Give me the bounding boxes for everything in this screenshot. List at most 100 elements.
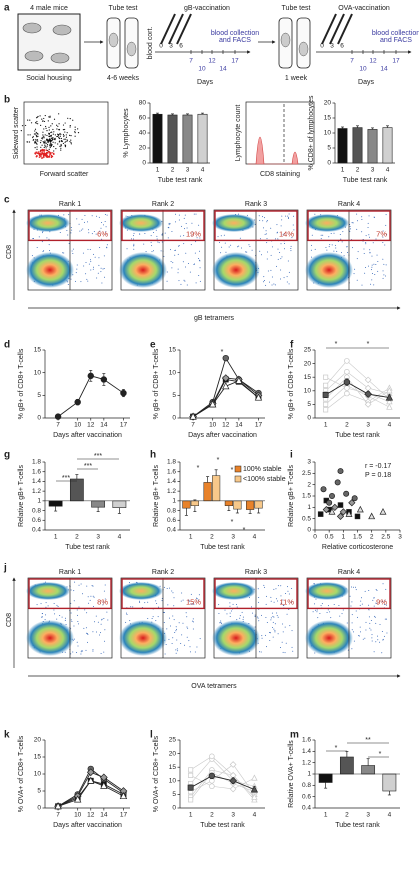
event (163, 612, 165, 614)
event (56, 124, 58, 126)
event (181, 592, 183, 594)
marker (364, 401, 372, 408)
event (52, 152, 55, 155)
event (382, 242, 384, 244)
event (49, 250, 51, 252)
marker (364, 384, 372, 392)
event (376, 635, 378, 637)
event (290, 245, 292, 247)
event (104, 584, 106, 586)
annotation: P = 0.18 (365, 472, 391, 479)
y-tick-label: 0 (172, 805, 176, 812)
marker (188, 767, 194, 773)
event (361, 603, 363, 605)
event (369, 622, 371, 624)
vaccination-label: gB-vaccination (184, 5, 230, 12)
tube-label: Tube test (109, 5, 138, 12)
gate (121, 578, 205, 610)
event (354, 268, 356, 270)
y-axis-label: % Lymphocytes (123, 108, 130, 158)
marker (251, 793, 258, 800)
event (280, 585, 282, 587)
event (328, 236, 330, 238)
event (198, 259, 200, 261)
legend-swatch (234, 465, 242, 473)
event (71, 229, 73, 231)
event (78, 223, 80, 225)
event (20, 130, 22, 132)
event (239, 617, 241, 619)
event (91, 215, 93, 217)
event (172, 592, 174, 594)
event (351, 622, 353, 624)
event (47, 120, 49, 122)
event (196, 646, 198, 648)
event (263, 281, 265, 283)
event (368, 609, 370, 611)
event (52, 141, 54, 143)
y-tick-label: 5 (172, 791, 176, 798)
event (131, 238, 133, 240)
event (151, 618, 153, 620)
event (291, 587, 293, 589)
event (62, 129, 65, 131)
y-tick-label: 1.6 (167, 468, 176, 475)
marker (189, 412, 197, 420)
y-tick-label: 15 (34, 754, 42, 761)
event (170, 625, 172, 627)
event (273, 283, 275, 285)
event (226, 613, 228, 615)
event (263, 584, 265, 586)
event (275, 598, 277, 600)
event (151, 251, 153, 253)
event (41, 144, 43, 146)
event (48, 238, 50, 240)
event (364, 637, 366, 639)
annotation: * (367, 341, 370, 348)
event (45, 127, 47, 130)
marker (317, 511, 324, 517)
event (150, 241, 152, 243)
event (238, 245, 240, 247)
y-tick-label: 0.5 (302, 515, 311, 522)
event (264, 634, 266, 636)
x-tick-label: 4 (118, 534, 122, 541)
event (95, 233, 97, 235)
event (84, 609, 86, 611)
y-tick-label: 10 (34, 771, 42, 778)
event (280, 595, 282, 597)
day-label: 14 (380, 66, 388, 73)
event (178, 280, 180, 282)
event (241, 247, 243, 249)
event (59, 145, 61, 147)
series-line (325, 376, 390, 402)
event (371, 637, 373, 639)
marker (323, 382, 329, 388)
marker (54, 802, 62, 810)
event (21, 125, 24, 127)
event (73, 638, 75, 640)
event (361, 218, 363, 220)
event (29, 134, 31, 136)
event (357, 251, 359, 253)
marker (87, 776, 95, 784)
event (61, 140, 63, 143)
axis-label: Lymphocyte count (235, 105, 242, 162)
y-tick-label: 0 (307, 527, 311, 534)
event (232, 603, 234, 605)
event (250, 606, 252, 608)
marker (251, 774, 258, 781)
event (35, 131, 37, 134)
event (80, 583, 82, 585)
event (147, 601, 149, 603)
event (266, 646, 268, 648)
event (333, 250, 335, 252)
event (105, 231, 107, 233)
y-tick-label: 0.6 (302, 793, 311, 800)
event (56, 135, 58, 138)
event (180, 643, 182, 645)
event (371, 264, 373, 266)
event (258, 601, 260, 603)
event (252, 612, 254, 614)
event (314, 248, 316, 250)
